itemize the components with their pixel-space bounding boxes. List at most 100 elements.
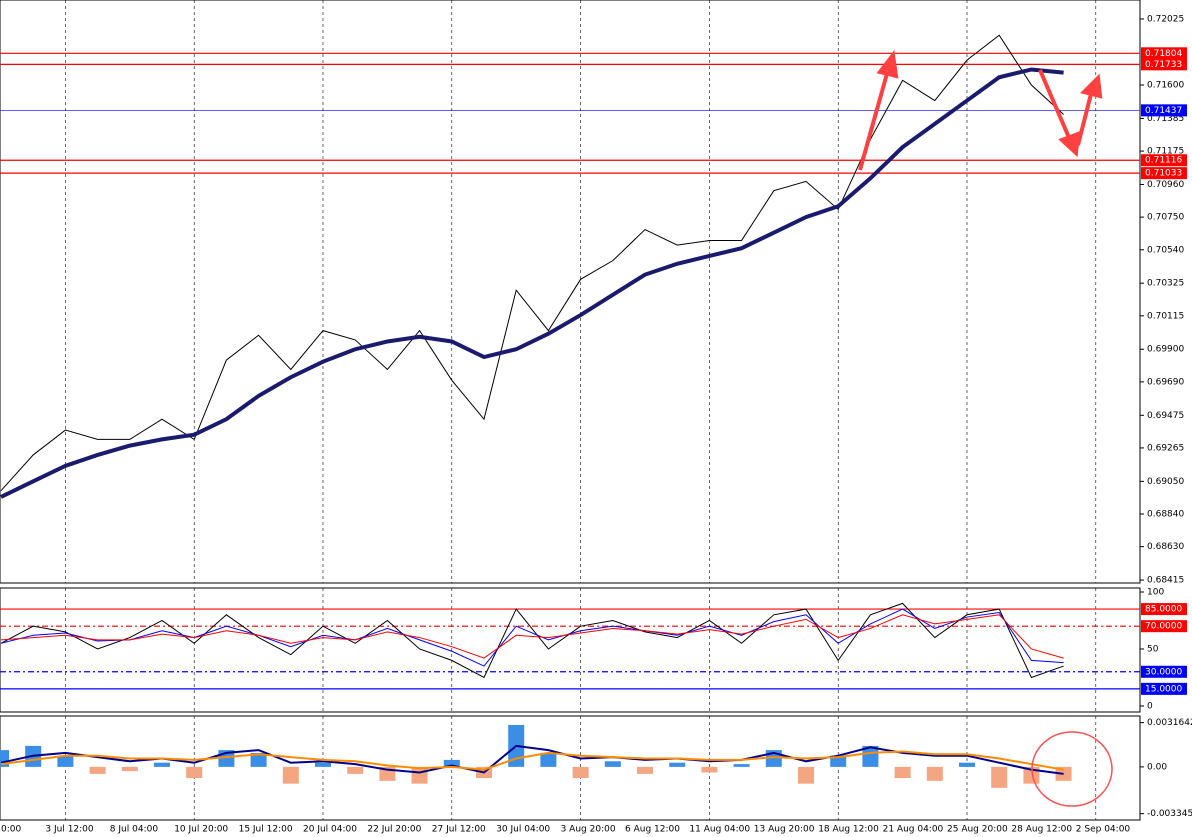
y-tick-label: 0 [1147,701,1153,711]
y-tick-label: 0.72025 [1147,14,1184,24]
x-tick-label: 15 Jul 12:00 [239,825,293,835]
histogram-bar [830,755,847,767]
y-tick-label: 0.70540 [1147,245,1184,255]
level-box: 0.71804 [1141,47,1187,60]
level-label: 0.71116 [1145,156,1182,166]
x-tick-label: 2 Sep 04:00 [1076,825,1131,835]
x-tick-label: 3 Jul 12:00 [45,825,94,835]
histogram-bar [894,766,911,779]
y-tick-label: -0.003345 [1147,809,1192,819]
price-panel [0,0,1141,584]
y-tick-label: 0.00 [1147,762,1167,772]
level-label-bg [1141,620,1187,633]
histogram-bar [862,745,879,767]
series-line [0,67,1064,499]
histogram-bar [991,766,1008,788]
level-label: 30.0000 [1145,667,1182,677]
y-tick-label: 0.69690 [1147,377,1184,387]
series-line [0,614,1064,659]
y-tick-label: 0.68630 [1147,542,1184,552]
y-tick-label: 0.0031642 [1147,718,1192,728]
arrow-head [876,49,899,79]
y-tick-label: 0.70325 [1147,279,1184,289]
arrow [1076,89,1094,146]
histogram-bar [57,755,74,767]
histogram-bar [733,764,750,767]
macd-panel [0,715,1141,821]
level-box: 15.0000 [1141,682,1187,695]
level-box: 30.0000 [1141,665,1187,678]
series-line [0,750,1064,771]
y-tick-label: 0.68415 [1147,576,1184,586]
level-label-bg [1141,682,1187,695]
series-line [0,602,1064,679]
histogram-bar [154,762,170,767]
level-label-bg [1141,58,1187,71]
level-label-bg [1141,603,1187,616]
arrow-head [1080,73,1103,99]
x-tick-label: 21 Aug 04:00 [883,825,944,835]
series-line [0,34,1064,492]
level-box: 0.71437 [1141,104,1187,117]
histogram-bar [186,766,203,779]
arrow [1038,69,1072,141]
level-label: 85.0000 [1145,605,1182,615]
level-box: 0.71116 [1141,154,1187,167]
y-tick-label: 0.69265 [1147,443,1184,453]
level-label-bg [1141,665,1187,678]
level-box: 70.0000 [1141,620,1187,633]
y-tick-label: 0.70960 [1147,180,1184,190]
x-tick-label: 18 Aug 12:00 [818,825,879,835]
x-tick-label: 30 Jul 04:00 [496,825,550,835]
grid [0,0,1144,820]
histogram-bar [701,766,718,773]
arrow [858,69,890,171]
stochastic-panel [0,587,1141,713]
y-tick-label: 0.71175 [1147,147,1184,157]
histogram-bar [572,766,589,779]
level-label: 70.0000 [1145,622,1182,632]
x-tick-label: 3 Aug 20:00 [561,825,616,835]
level-label-bg [1141,167,1187,180]
histogram-bar [443,759,460,767]
histogram-bar [669,762,686,767]
level-label: 0.71804 [1145,49,1182,59]
x-tick-label: 20 Jul 04:00 [303,825,357,835]
x-tick-label: 11 Aug 04:00 [689,825,750,835]
level-box: 85.0000 [1141,603,1187,616]
level-label: 15.0000 [1145,684,1182,694]
histogram-bar [250,752,267,767]
histogram-bar [121,766,138,772]
histogram-bar [0,750,9,767]
series-line [0,744,1064,775]
marks [0,34,1072,788]
arrows [858,49,1103,171]
level-label-bg [1141,154,1187,167]
level-label: 0.71437 [1145,106,1182,116]
y-tick-label: 0.71385 [1147,114,1184,124]
histogram-bar [411,766,428,784]
y-tick-label: 0.69900 [1147,345,1184,355]
x-tick-label: 13 Aug 20:00 [754,825,815,835]
x-tick-label: 22 Jul 20:00 [367,825,421,835]
x-tick-label: 27 Jul 12:00 [432,825,486,835]
y-tick-label: 100 [1147,587,1164,597]
highlight-circle [1031,731,1113,807]
y-tick-label: 0.68840 [1147,509,1184,519]
histogram-bar [282,766,299,784]
y-tick-label: 0.69475 [1147,411,1184,421]
level-label-bg [1141,104,1187,117]
histogram-bar [347,766,364,774]
x-tick-label: 25 Aug 20:00 [947,825,1008,835]
histogram-bar [926,766,943,781]
histogram-bar [637,766,653,774]
y-tick-label: 0.70750 [1147,213,1184,223]
x-tick-label: un 20:00 [0,825,21,835]
histogram-bar [315,762,331,767]
x-tick-label: 10 Jul 20:00 [174,825,228,835]
x-tick-label: 8 Jul 04:00 [110,825,159,835]
histogram-bar [959,762,975,767]
y-tick-label: 50 [1147,644,1159,654]
level-label: 0.71033 [1145,169,1182,179]
